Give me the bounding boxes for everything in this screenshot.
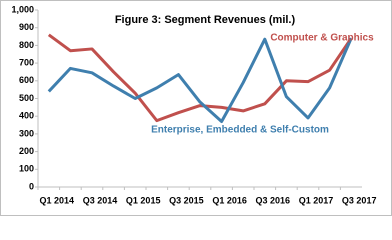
x-tick-label: Q3 2015	[169, 195, 204, 205]
series-annotation: Enterprise, Embedded & Self-Custom	[151, 125, 329, 136]
y-tick-label: 700	[19, 57, 34, 67]
y-tick-label: 400	[19, 111, 34, 121]
x-tick-label: Q3 2014	[83, 195, 118, 205]
y-tick-label: 1,000	[11, 4, 34, 14]
y-tick-label: 300	[19, 128, 34, 138]
x-tick-label: Q1 2014	[40, 195, 75, 205]
y-tick-label: 900	[19, 22, 34, 32]
y-tick-label: 600	[19, 75, 34, 85]
y-tick-label: 100	[19, 164, 34, 174]
series-annotation: Computer & Graphics	[270, 33, 374, 44]
chart: Figure 3: Segment Revenues (mil.) 0 100 20…	[0, 0, 392, 216]
y-tick-label: 200	[19, 146, 34, 156]
y-tick-label: 800	[19, 40, 34, 50]
x-tick-label: Q1 2017	[299, 195, 334, 205]
series-line	[47, 37, 353, 124]
y-tick-label: 0	[29, 181, 34, 191]
series-line	[47, 33, 353, 123]
x-tick-label: Q3 2016	[256, 195, 291, 205]
x-tick-label: Q3 2017	[342, 195, 377, 205]
chart-title: Figure 3: Segment Revenues (mil.)	[115, 14, 296, 26]
x-tick-label: Q1 2015	[126, 195, 161, 205]
x-tick-label: Q1 2016	[212, 195, 247, 205]
y-tick-label: 500	[19, 93, 34, 103]
